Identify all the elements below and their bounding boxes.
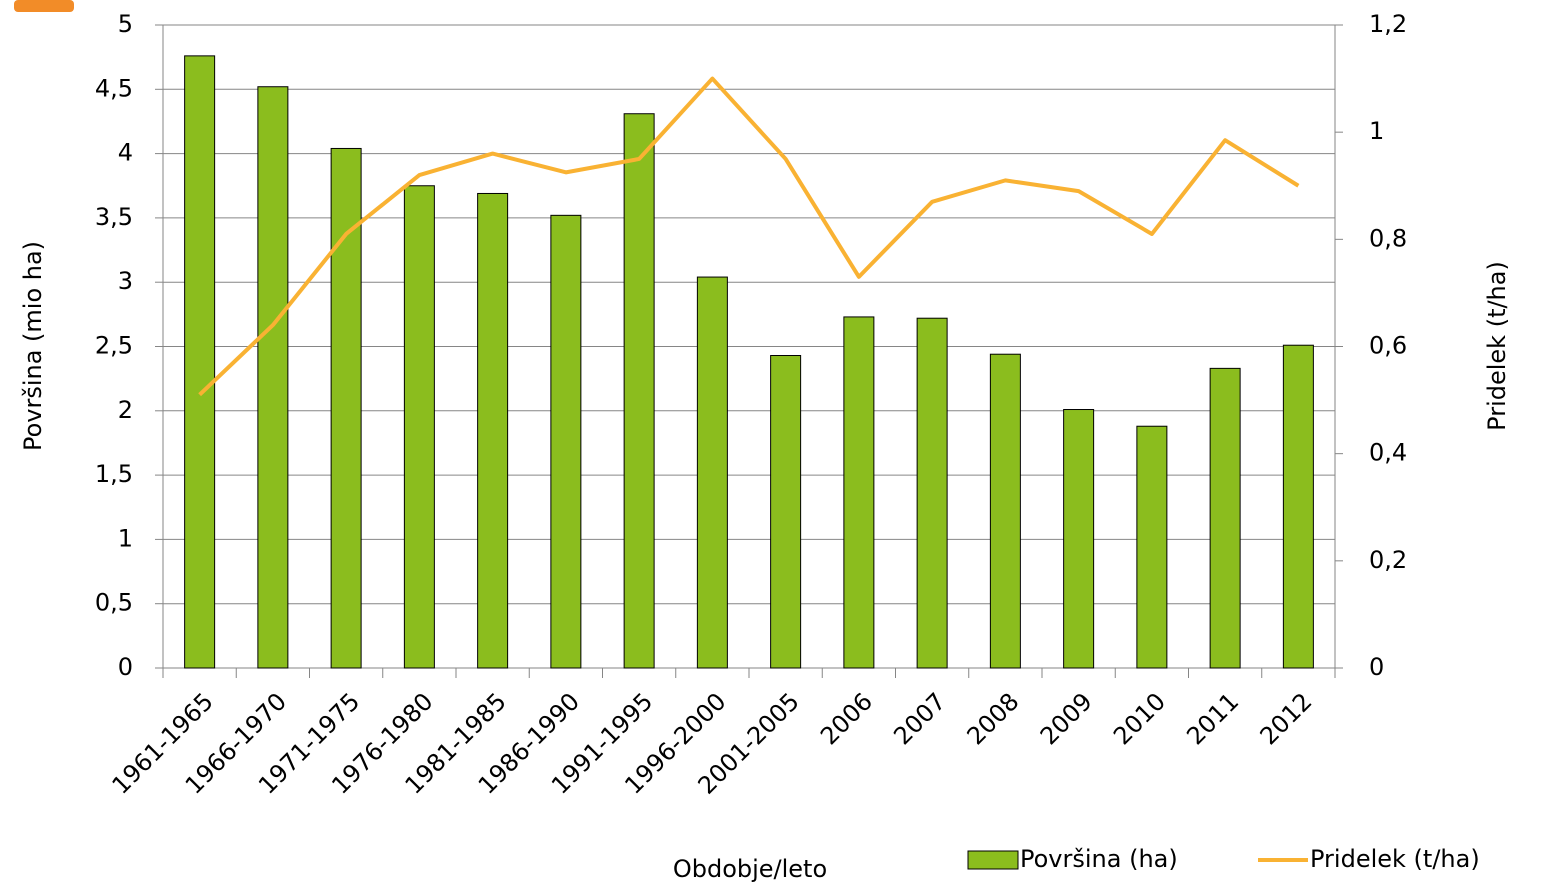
y-tick-label: 2,5 (95, 332, 133, 360)
bar (989, 353, 1021, 669)
bar (623, 113, 655, 669)
y-tick-label: 3 (118, 267, 133, 295)
bar (477, 192, 509, 669)
y2-tick-label: 0,8 (1369, 224, 1407, 252)
legend-swatch (967, 850, 1019, 870)
bar (916, 317, 948, 669)
x-tick-label: 2009 (1035, 687, 1098, 750)
x-tick-label: 2006 (815, 687, 878, 750)
y-tick-label: 3,5 (95, 203, 133, 231)
y-tick-label: 2 (118, 396, 133, 424)
x-tick-label: 2007 (888, 687, 951, 750)
x-tick-label: 2012 (1255, 687, 1318, 750)
bar (770, 355, 802, 669)
bar (550, 214, 582, 669)
logo-badge (14, 0, 74, 12)
bar (1209, 367, 1241, 669)
bar (696, 276, 728, 669)
x-tick-label: 2008 (962, 687, 1025, 750)
x-axis-title: Obdobje/leto (673, 855, 827, 883)
y-tick-label: 1 (118, 524, 133, 552)
y-axis-title: Površina (mio ha) (19, 241, 47, 451)
y-tick-label: 0,5 (95, 589, 133, 617)
bar (1063, 409, 1095, 669)
x-tick-label: 2011 (1181, 687, 1244, 750)
y2-tick-label: 0,6 (1369, 332, 1407, 360)
bar (1282, 344, 1314, 669)
legend-label: Površina (ha) (1020, 845, 1178, 873)
bar (184, 55, 216, 669)
bar (843, 316, 875, 669)
bar (257, 86, 289, 669)
line (198, 76, 1300, 397)
y2-tick-label: 0,2 (1369, 546, 1407, 574)
y2-tick-label: 1,2 (1369, 10, 1407, 38)
y-tick-label: 4 (118, 139, 133, 167)
bar (403, 185, 435, 669)
y2-axis-title: Pridelek (t/ha) (1483, 261, 1511, 431)
y-tick-label: 5 (118, 10, 133, 38)
legend-label: Pridelek (t/ha) (1310, 845, 1480, 873)
bar (1136, 425, 1168, 669)
y-tick-label: 0 (118, 653, 133, 681)
y2-tick-label: 0 (1369, 653, 1384, 681)
y-tick-label: 4,5 (95, 74, 133, 102)
y2-tick-label: 0,4 (1369, 439, 1407, 467)
x-tick-label: 2010 (1108, 687, 1171, 750)
y2-tick-label: 1 (1369, 117, 1384, 145)
y-tick-label: 1,5 (95, 460, 133, 488)
